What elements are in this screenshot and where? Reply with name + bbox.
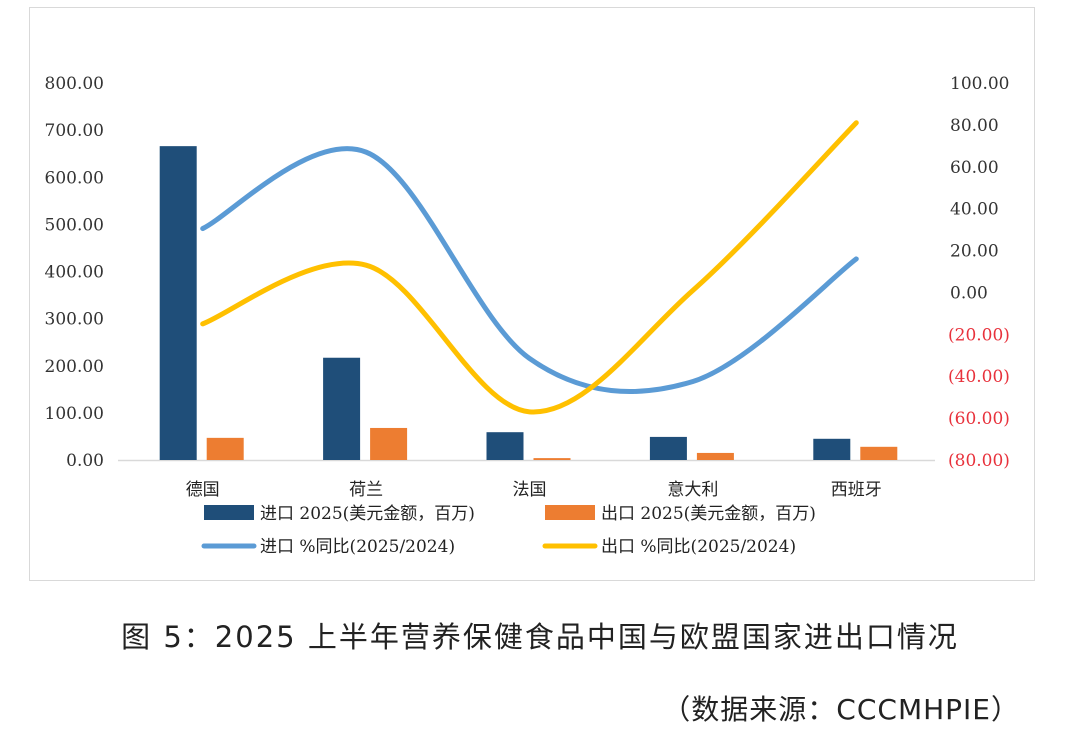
legend-label: 出口 2025(美元金额，百万) <box>601 504 816 524</box>
bars <box>159 146 898 460</box>
legend-label: 出口 %同比(2025/2024) <box>601 537 796 557</box>
right-axis: (80.00) (60.00) (40.00) (20.00) 0.00 20.00 40.… <box>948 74 1010 471</box>
right-tick-label: 80.00 <box>950 116 999 136</box>
import-bar <box>159 146 197 460</box>
import-yoy-line <box>200 146 859 394</box>
left-tick-label: 600.00 <box>45 168 104 188</box>
import-bar <box>813 438 851 460</box>
legend-label: 进口 2025(美元金额，百万) <box>260 504 475 524</box>
left-tick-label: 100.00 <box>45 404 104 424</box>
left-tick-label: 800.00 <box>45 74 104 94</box>
left-tick-label: 0.00 <box>66 451 104 471</box>
right-tick-label: 20.00 <box>950 242 999 262</box>
right-tick-label: 100.00 <box>950 74 1009 94</box>
import-bar <box>486 432 524 460</box>
category-label: 西班牙 <box>831 480 882 500</box>
figure-caption: 图 5：2025 上半年营养保健食品中国与欧盟国家进出口情况 <box>121 620 959 654</box>
right-tick-label: 60.00 <box>950 158 999 178</box>
legend-label: 进口 %同比(2025/2024) <box>260 537 455 557</box>
right-tick-label: (20.00) <box>948 325 1010 345</box>
left-tick-label: 400.00 <box>45 263 104 283</box>
export-bar <box>860 446 898 460</box>
left-tick-label: 200.00 <box>45 357 104 377</box>
data-source: （数据来源：CCCMHPIE） <box>662 693 1020 726</box>
import-bar <box>323 357 361 460</box>
left-tick-label: 500.00 <box>45 215 104 235</box>
legend-swatch-bar <box>545 505 595 520</box>
export-bar <box>370 427 408 460</box>
category-labels: 德国 荷兰 法国 意大利 西班牙 <box>186 480 882 500</box>
import-bar <box>649 436 687 460</box>
export-bar <box>206 437 244 460</box>
right-tick-label: (40.00) <box>948 367 1010 387</box>
right-tick-label: (60.00) <box>948 409 1010 429</box>
legend-swatch-bar <box>204 505 254 520</box>
right-tick-label: (80.00) <box>948 451 1010 471</box>
combo-chart: 0.00 100.00 200.00 300.00 400.00 500.00 600.00… <box>45 74 1010 557</box>
export-yoy-line <box>200 120 859 415</box>
right-tick-label: 40.00 <box>950 200 999 220</box>
category-label: 荷兰 <box>349 480 383 500</box>
left-axis: 0.00 100.00 200.00 300.00 400.00 500.00 600.00… <box>45 74 104 471</box>
left-tick-label: 300.00 <box>45 310 104 330</box>
export-bar <box>696 452 734 460</box>
lines <box>200 120 859 415</box>
right-tick-label: 0.00 <box>950 283 988 303</box>
category-label: 意大利 <box>667 480 718 500</box>
legend: 进口 2025(美元金额，百万) 出口 2025(美元金额，百万) 进口 %同比(2… <box>201 504 816 557</box>
category-label: 德国 <box>186 480 220 500</box>
left-tick-label: 700.00 <box>45 121 104 141</box>
export-bar <box>533 458 571 460</box>
category-label: 法国 <box>513 480 547 500</box>
